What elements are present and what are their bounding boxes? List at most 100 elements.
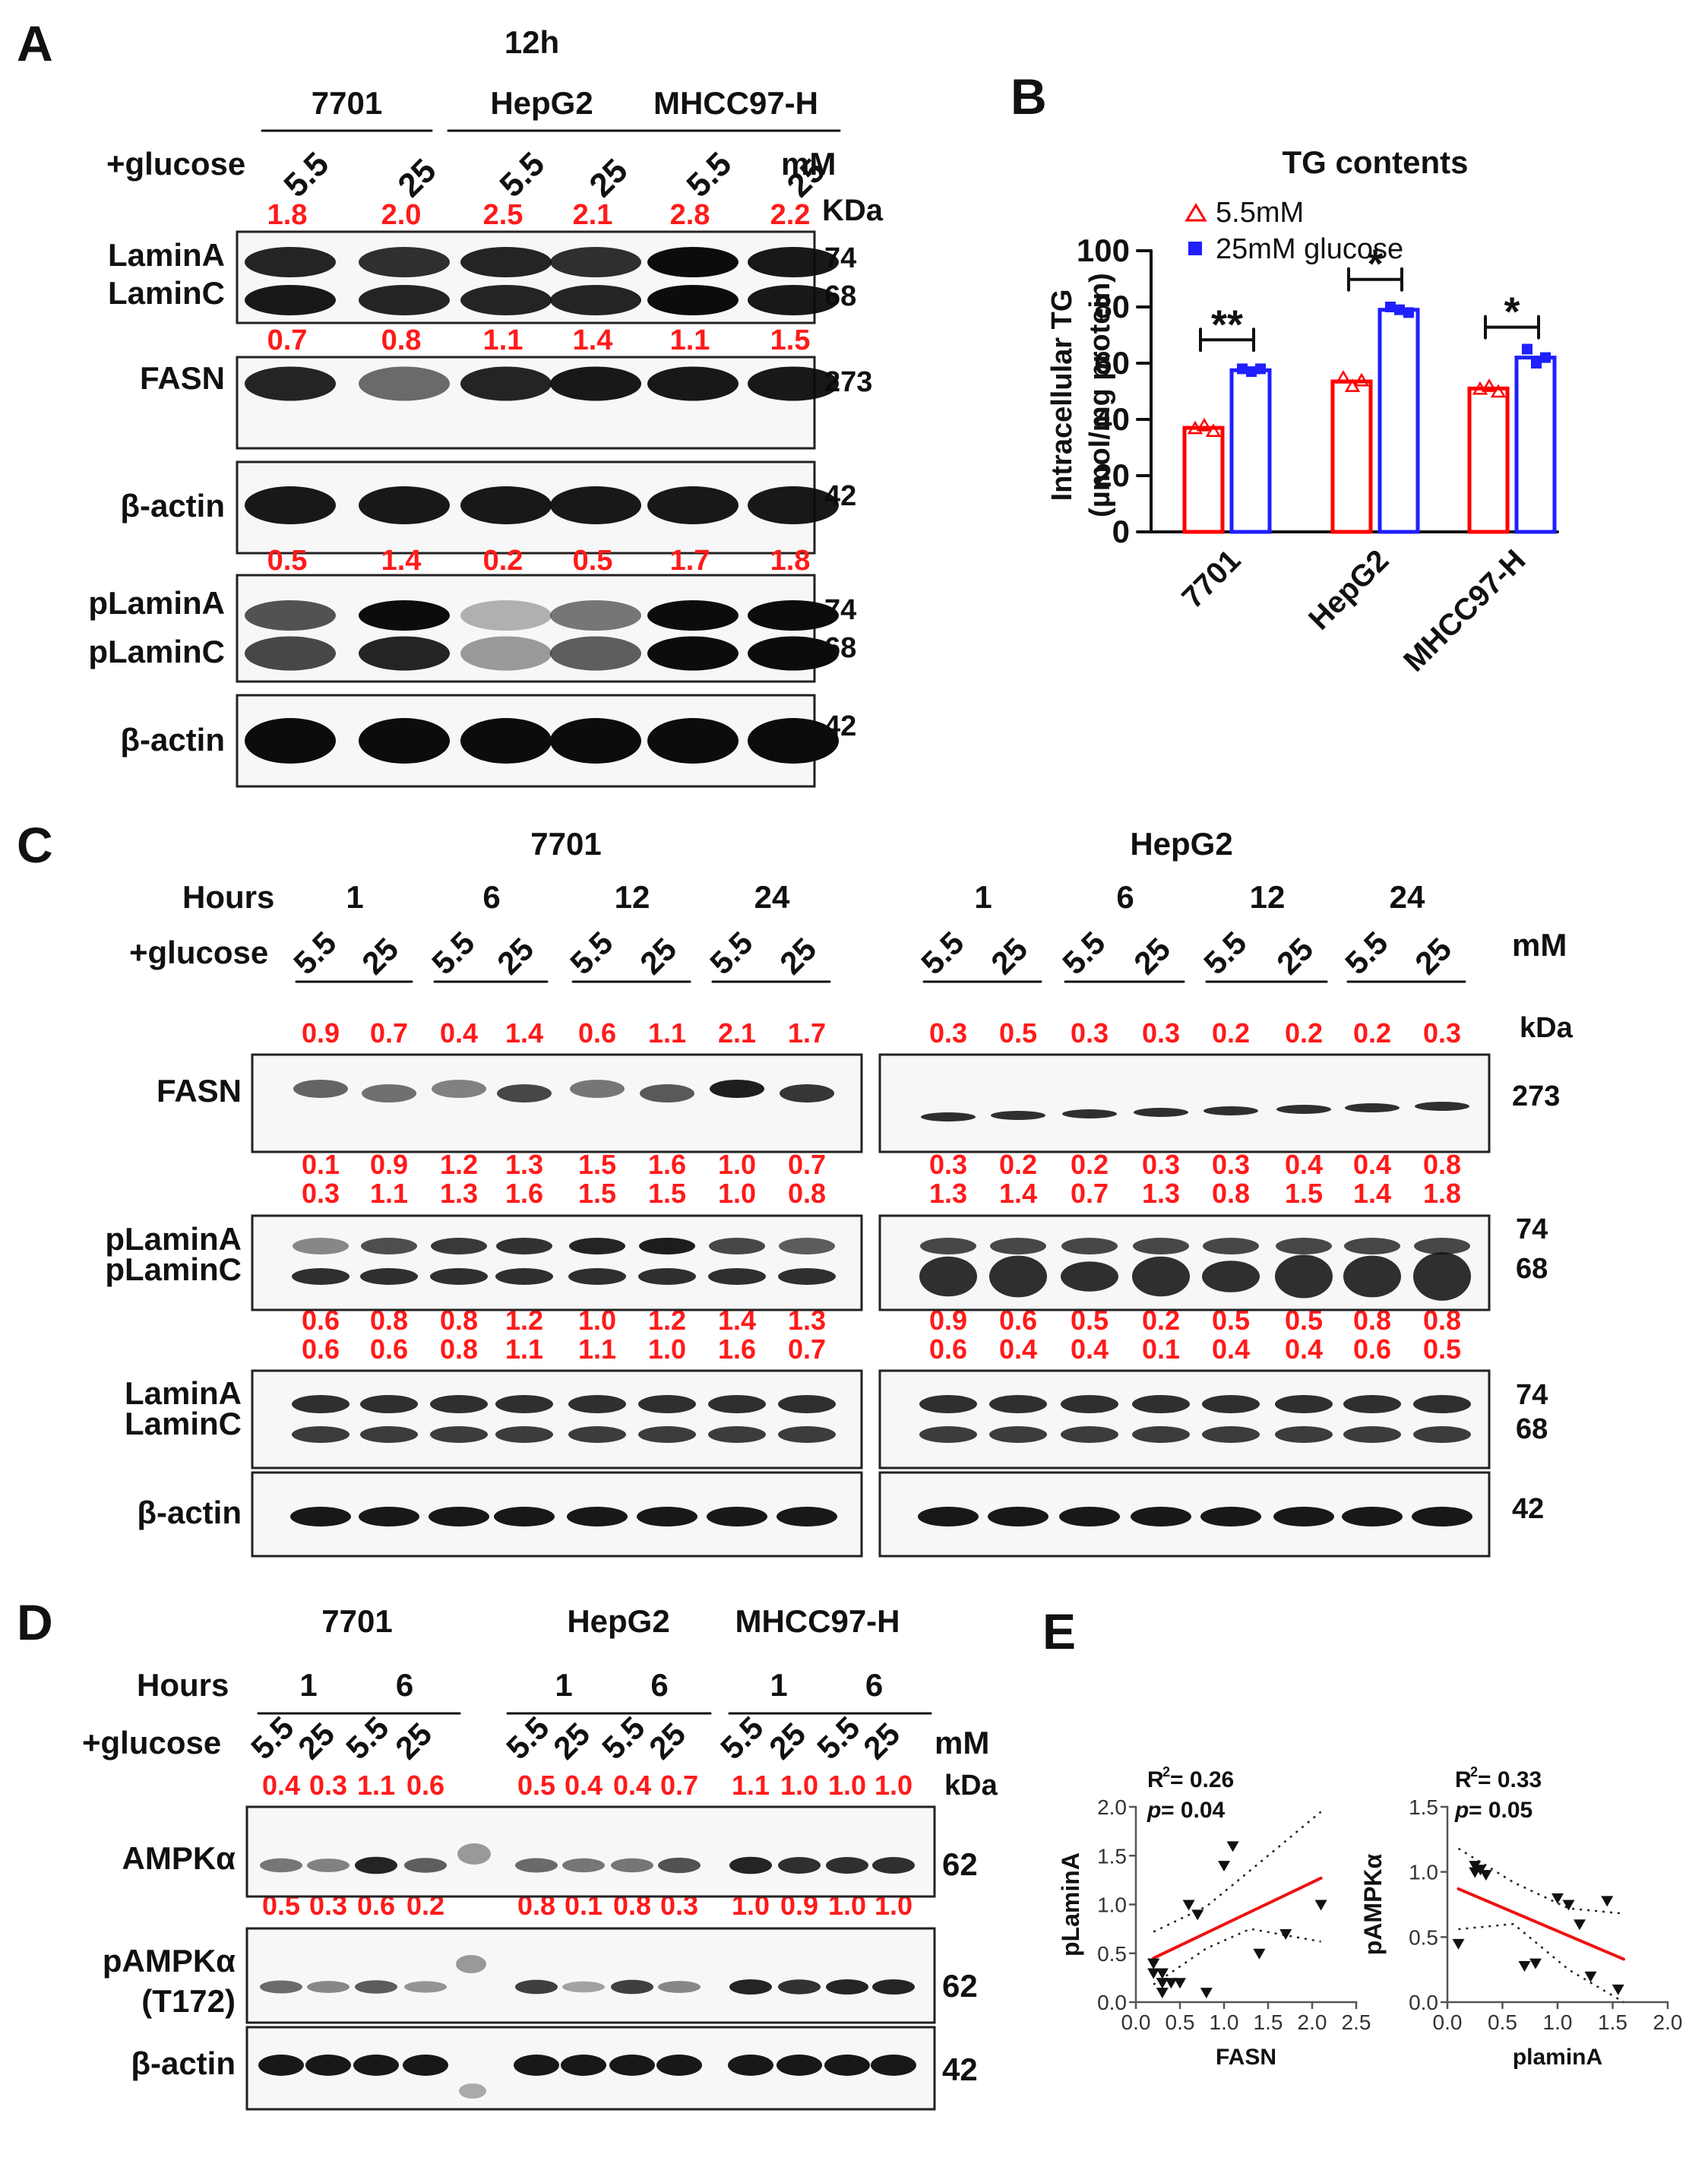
panel-letter: B (1011, 68, 1047, 125)
band (460, 247, 552, 277)
band (497, 1084, 552, 1102)
blot-frame-lamin (251, 1369, 863, 1469)
band (1345, 1103, 1400, 1112)
band (1059, 1507, 1120, 1526)
data-point (1156, 1988, 1169, 1999)
band (550, 636, 641, 671)
y-axis-label: pLaminA (1057, 1852, 1084, 1957)
quant-value: 0.7 (660, 1770, 698, 1801)
y-tick-label: 0.0 (1409, 1991, 1438, 2014)
band (919, 1256, 977, 1297)
band (359, 285, 450, 315)
band (990, 1238, 1046, 1254)
blot-row-label: (T172) (141, 1983, 236, 2019)
band (245, 366, 336, 401)
band (1342, 1507, 1403, 1526)
x-tick-label: 2.0 (1298, 2010, 1327, 2034)
hours-label: Hours (137, 1667, 229, 1703)
ci-lower-curve (1153, 1928, 1321, 1985)
band (514, 2055, 559, 2076)
lane-conc-label: 5.5 (595, 1710, 652, 1767)
p-label: p (1147, 1798, 1161, 1823)
data-point (1522, 343, 1532, 355)
band (429, 1507, 489, 1526)
band (658, 1981, 701, 1993)
band (568, 1268, 626, 1285)
hours-value: 12 (1250, 879, 1286, 915)
significance-mark: * (1367, 242, 1383, 287)
band (647, 636, 739, 671)
lane-conc-label: 5.5 (914, 925, 971, 982)
band (570, 1080, 625, 1098)
band (656, 2055, 702, 2076)
hours-value: 1 (299, 1667, 317, 1703)
x-tick-label: 1.5 (1598, 2010, 1627, 2034)
quant-value: 2.1 (573, 199, 613, 231)
time-label: 12h (504, 24, 559, 60)
panel-letter: A (17, 15, 53, 71)
band (729, 1979, 772, 1995)
band (258, 2055, 304, 2076)
lane-conc-label: 5.5 (277, 145, 336, 204)
glucose-label: +glucose (106, 146, 245, 182)
data-point (1191, 1909, 1204, 1921)
x-axis-label: plaminA (1513, 2045, 1602, 2070)
data-point (1403, 307, 1414, 318)
quant-value: 0.8 (1423, 1149, 1461, 1180)
band (748, 486, 839, 524)
blot-row-label: AMPKα (122, 1840, 236, 1876)
lane-conc-label: 25 (856, 1716, 906, 1766)
band (495, 1426, 553, 1443)
data-point (1218, 1861, 1230, 1872)
quant-value: 1.0 (780, 1770, 818, 1801)
panel-letter: E (1042, 1603, 1076, 1659)
r2-value: = 0.26 (1170, 1767, 1234, 1792)
legend-marker-triangle (1185, 203, 1207, 222)
bar (1330, 379, 1373, 534)
ladder-marker (457, 1843, 491, 1865)
y-tick-label: 0.5 (1409, 1925, 1438, 1949)
quant-value: 0.4 (999, 1333, 1037, 1365)
kda-header: kDa (1520, 1012, 1574, 1044)
band (778, 1395, 836, 1413)
bar (1229, 368, 1272, 534)
band (403, 2055, 448, 2076)
r2-superscript: 2 (1162, 1764, 1170, 1779)
band (777, 2055, 822, 2076)
ci-lower-curve (1458, 1922, 1624, 2004)
band (550, 285, 641, 315)
quant-value: 1.6 (505, 1178, 543, 1209)
legend-marker-square (1188, 242, 1202, 255)
quant-value: 0.4 (1071, 1333, 1109, 1365)
blot-row-label: LaminC (125, 1406, 242, 1441)
quant-value: 0.6 (302, 1333, 340, 1365)
blot-frame-plamin (878, 1214, 1491, 1311)
quant-value: 1.5 (1285, 1178, 1323, 1209)
lane-conc-label: 25 (582, 152, 634, 204)
quant-value: 0.3 (1142, 1017, 1180, 1049)
band (1132, 1256, 1190, 1297)
legend-label: 25mM glucose (1216, 233, 1403, 265)
kda-header: KDa (822, 194, 884, 227)
x-tick-label: 2.5 (1342, 2010, 1371, 2034)
data-point (1469, 1861, 1482, 1872)
band (568, 1395, 626, 1413)
band (460, 486, 552, 524)
p-label: p (1454, 1798, 1469, 1823)
panel-a: A 12h 7701 HepG2 MHCC97-H +glucose 5.5 25 5.5 25 5… (17, 15, 884, 788)
band (708, 1268, 766, 1285)
band (748, 600, 839, 631)
significance-mark: * (1504, 289, 1520, 335)
quant-value: 1.0 (648, 1333, 686, 1365)
band (430, 1426, 488, 1443)
quant-value: 0.5 (573, 545, 613, 577)
lane-conc-label: 25 (391, 152, 443, 204)
quant-value: 0.4 (1353, 1149, 1391, 1180)
band (550, 486, 641, 524)
lane-conc-label: 5.5 (1197, 925, 1254, 982)
band (292, 1426, 350, 1443)
lane-conc-label: 5.5 (713, 1710, 770, 1767)
quant-value: 0.8 (1212, 1178, 1250, 1209)
